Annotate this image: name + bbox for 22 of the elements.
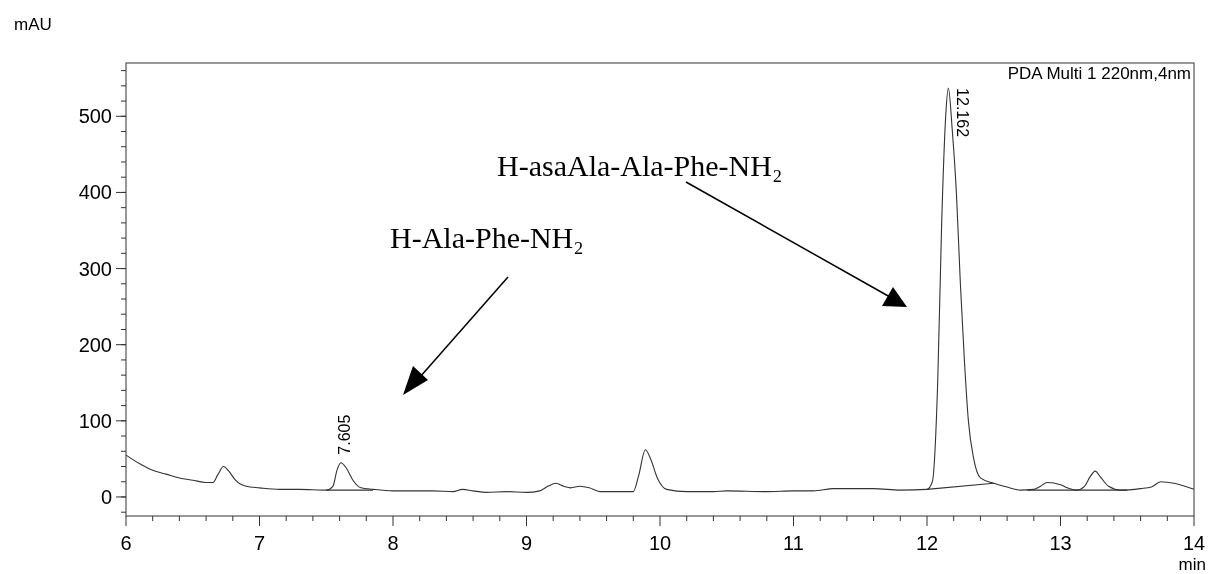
x-tick-label: 12 — [915, 532, 939, 554]
x-axis-title: min — [1178, 555, 1206, 574]
x-tick-label: 14 — [1182, 532, 1206, 554]
y-tick-label: 200 — [78, 333, 112, 356]
y-tick-label: 400 — [78, 181, 112, 204]
x-tick-label: 8 — [387, 532, 399, 554]
x-tick-label: 6 — [120, 532, 132, 554]
annotation: 7.605 — [336, 414, 354, 455]
y-tick-label: 100 — [78, 409, 112, 432]
annotation: 12.162 — [953, 88, 971, 138]
annotation: PDA Multi 1 220nm,4nm — [1007, 64, 1191, 83]
annotation: H-Ala-Phe-NH₂ — [390, 221, 584, 254]
x-tick-label: 13 — [1049, 532, 1072, 554]
annotation: H-asaAla-Ala-Phe-NH₂ — [497, 149, 783, 182]
y-axis-title: mAU — [14, 15, 52, 34]
x-tick-label: 7 — [253, 532, 266, 554]
x-tick-label: 11 — [783, 532, 804, 554]
y-tick-label: 500 — [78, 105, 112, 128]
y-tick-label: 0 — [100, 485, 112, 508]
x-tick-label: 9 — [520, 532, 533, 554]
x-tick-label: 10 — [648, 532, 672, 554]
y-tick-label: 300 — [78, 257, 112, 280]
